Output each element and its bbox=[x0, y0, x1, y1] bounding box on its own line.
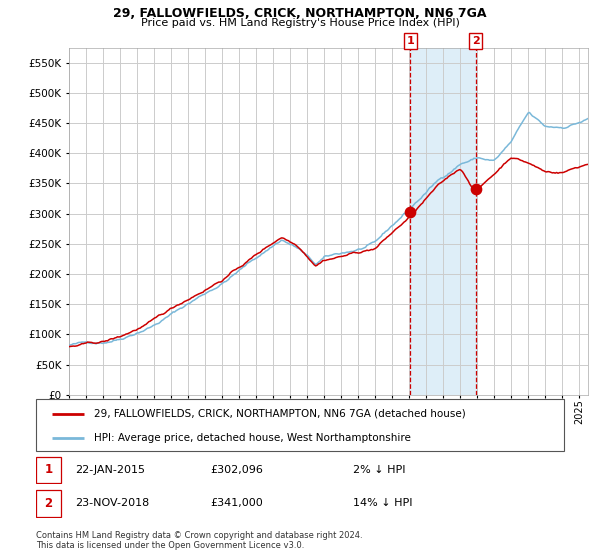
Text: Price paid vs. HM Land Registry's House Price Index (HPI): Price paid vs. HM Land Registry's House … bbox=[140, 18, 460, 28]
Text: 22-JAN-2015: 22-JAN-2015 bbox=[76, 465, 146, 475]
Text: £302,096: £302,096 bbox=[210, 465, 263, 475]
Bar bbox=[410, 48, 476, 395]
Point bbox=[471, 184, 481, 193]
Text: 29, FALLOWFIELDS, CRICK, NORTHAMPTON, NN6 7GA: 29, FALLOWFIELDS, CRICK, NORTHAMPTON, NN… bbox=[113, 7, 487, 20]
Text: £341,000: £341,000 bbox=[210, 498, 263, 508]
Text: 1: 1 bbox=[44, 463, 53, 477]
Text: 2: 2 bbox=[44, 497, 53, 510]
Text: 1: 1 bbox=[406, 36, 414, 46]
Text: Contains HM Land Registry data © Crown copyright and database right 2024.
This d: Contains HM Land Registry data © Crown c… bbox=[36, 530, 362, 550]
Text: 29, FALLOWFIELDS, CRICK, NORTHAMPTON, NN6 7GA (detached house): 29, FALLOWFIELDS, CRICK, NORTHAMPTON, NN… bbox=[94, 409, 466, 419]
Text: 2% ↓ HPI: 2% ↓ HPI bbox=[353, 465, 406, 475]
Text: 14% ↓ HPI: 14% ↓ HPI bbox=[353, 498, 412, 508]
FancyBboxPatch shape bbox=[36, 491, 61, 516]
Text: HPI: Average price, detached house, West Northamptonshire: HPI: Average price, detached house, West… bbox=[94, 433, 411, 443]
FancyBboxPatch shape bbox=[36, 457, 61, 483]
FancyBboxPatch shape bbox=[36, 399, 564, 451]
Text: 2: 2 bbox=[472, 36, 479, 46]
Point bbox=[406, 208, 415, 217]
Text: 23-NOV-2018: 23-NOV-2018 bbox=[76, 498, 150, 508]
